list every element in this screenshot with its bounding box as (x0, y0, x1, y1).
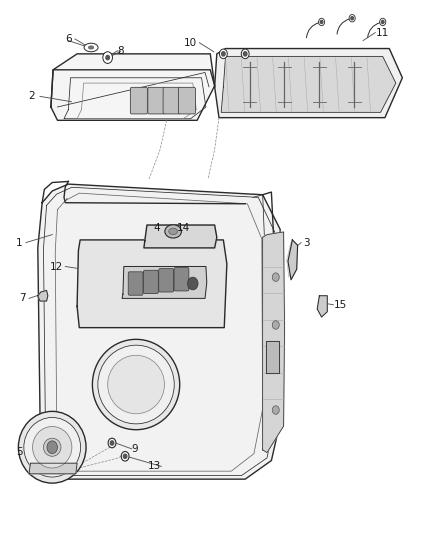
Circle shape (110, 441, 114, 445)
Circle shape (244, 52, 247, 56)
Text: 15: 15 (334, 300, 347, 310)
Text: 2: 2 (28, 91, 35, 101)
Circle shape (241, 49, 249, 59)
Circle shape (222, 52, 225, 56)
Text: 11: 11 (376, 28, 389, 38)
Text: 6: 6 (65, 34, 72, 44)
Ellipse shape (88, 46, 94, 49)
FancyBboxPatch shape (178, 87, 195, 114)
Text: 13: 13 (148, 462, 161, 471)
Circle shape (320, 20, 323, 23)
Ellipse shape (92, 340, 180, 430)
Circle shape (108, 438, 116, 448)
Polygon shape (263, 232, 285, 453)
Circle shape (272, 321, 279, 329)
Circle shape (219, 49, 227, 59)
Circle shape (318, 18, 325, 26)
Text: 4: 4 (154, 223, 160, 233)
Circle shape (272, 406, 279, 414)
Circle shape (187, 277, 198, 290)
Text: 8: 8 (117, 46, 124, 55)
FancyBboxPatch shape (131, 87, 148, 114)
Polygon shape (221, 56, 396, 112)
Ellipse shape (24, 417, 81, 477)
Text: 7: 7 (19, 293, 26, 303)
Circle shape (47, 441, 57, 454)
FancyBboxPatch shape (148, 87, 165, 114)
Ellipse shape (84, 43, 98, 52)
Ellipse shape (43, 438, 61, 456)
Polygon shape (29, 463, 77, 474)
Polygon shape (77, 240, 227, 328)
Text: 10: 10 (184, 38, 197, 47)
Text: 9: 9 (132, 444, 138, 454)
Ellipse shape (18, 411, 86, 483)
Ellipse shape (165, 225, 181, 238)
Ellipse shape (32, 426, 72, 468)
Polygon shape (144, 225, 217, 248)
Circle shape (121, 451, 129, 461)
Polygon shape (215, 49, 403, 118)
Circle shape (351, 17, 353, 20)
Circle shape (349, 14, 355, 22)
Circle shape (106, 55, 110, 60)
Circle shape (380, 18, 386, 26)
Polygon shape (122, 266, 207, 298)
Polygon shape (51, 54, 215, 120)
Text: 5: 5 (16, 447, 23, 456)
FancyBboxPatch shape (159, 269, 173, 292)
Text: 12: 12 (50, 262, 63, 271)
Ellipse shape (98, 345, 174, 424)
Text: 3: 3 (303, 238, 310, 247)
Text: 1: 1 (16, 238, 22, 247)
Circle shape (272, 273, 279, 281)
FancyBboxPatch shape (128, 272, 143, 295)
Polygon shape (288, 240, 297, 280)
Ellipse shape (169, 228, 177, 235)
Polygon shape (266, 341, 279, 373)
Polygon shape (317, 296, 327, 317)
FancyBboxPatch shape (144, 270, 158, 294)
Polygon shape (38, 184, 283, 479)
Ellipse shape (108, 356, 164, 414)
Circle shape (381, 20, 384, 23)
Circle shape (103, 52, 113, 63)
FancyBboxPatch shape (174, 268, 189, 291)
Polygon shape (38, 290, 48, 301)
Circle shape (124, 454, 127, 458)
FancyBboxPatch shape (163, 87, 180, 114)
Text: 14: 14 (177, 223, 190, 233)
